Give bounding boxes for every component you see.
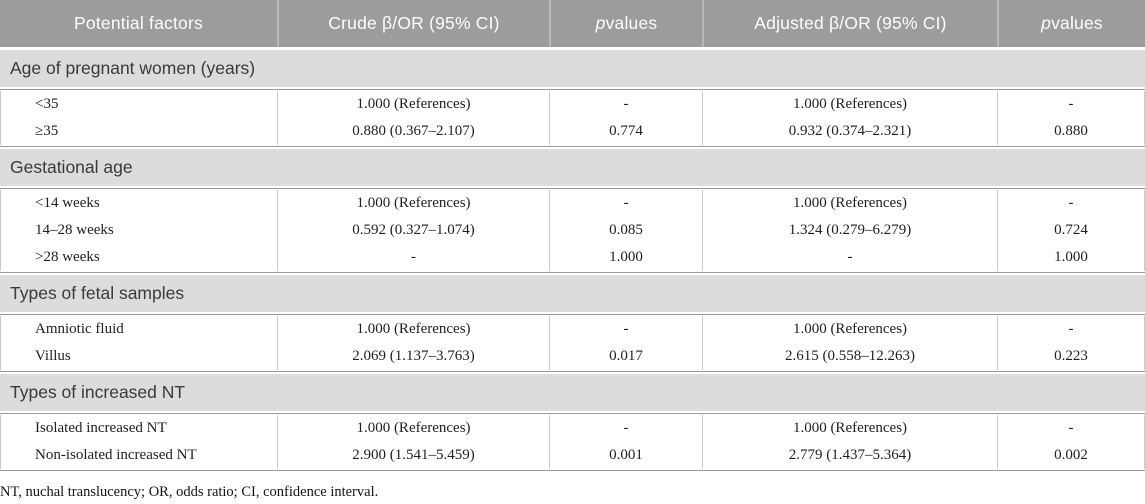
- table-footnote: NT, nuchal translucency; OR, odds ratio;…: [0, 484, 379, 500]
- header-p-values-crude: p values: [549, 0, 702, 47]
- crude-cell: 1.000 (References): [277, 415, 549, 442]
- section-gestational-age: Gestational age: [0, 149, 1145, 186]
- factor-cell: Amniotic fluid: [0, 316, 277, 343]
- table-row: <14 weeks 1.000 (References) - 1.000 (Re…: [0, 190, 1145, 217]
- p-crude-cell: -: [549, 91, 702, 118]
- p-crude-cell: -: [549, 316, 702, 343]
- table-row: 14–28 weeks 0.592 (0.327–1.074) 0.085 1.…: [0, 217, 1145, 244]
- p-italic: p: [595, 13, 606, 33]
- p-adjusted-cell: -: [997, 91, 1145, 118]
- p-crude-cell: -: [549, 415, 702, 442]
- p-adjusted-cell: -: [997, 415, 1145, 442]
- p-crude-cell: 0.085: [549, 217, 702, 244]
- p-adjusted-cell: -: [997, 190, 1145, 217]
- factor-cell: <35: [0, 91, 277, 118]
- adjusted-cell: 2.779 (1.437–5.364): [702, 442, 997, 469]
- section-age-of-pregnant-women: Age of pregnant women (years): [0, 50, 1145, 87]
- table-row: ≥35 0.880 (0.367–2.107) 0.774 0.932 (0.3…: [0, 118, 1145, 145]
- table-row: >28 weeks - 1.000 - 1.000: [0, 244, 1145, 271]
- p-adjusted-cell: 0.002: [997, 442, 1145, 469]
- p-crude-cell: 0.017: [549, 343, 702, 370]
- section-types-of-increased-nt: Types of increased NT: [0, 374, 1145, 411]
- table-row: Villus 2.069 (1.137–3.763) 0.017 2.615 (…: [0, 343, 1145, 370]
- table-row: <35 1.000 (References) - 1.000 (Referenc…: [0, 91, 1145, 118]
- adjusted-cell: 1.000 (References): [702, 415, 997, 442]
- crude-cell: -: [277, 244, 549, 271]
- p-rest: values: [605, 13, 658, 33]
- p-crude-cell: 0.001: [549, 442, 702, 469]
- adjusted-cell: -: [702, 244, 997, 271]
- table-row: Amniotic fluid 1.000 (References) - 1.00…: [0, 316, 1145, 343]
- section-types-of-fetal-samples: Types of fetal samples: [0, 275, 1145, 312]
- table-row: Non-isolated increased NT 2.900 (1.541–5…: [0, 442, 1145, 469]
- table-row: Isolated increased NT 1.000 (References)…: [0, 415, 1145, 442]
- p-adjusted-cell: 1.000: [997, 244, 1145, 271]
- adjusted-cell: 1.000 (References): [702, 316, 997, 343]
- adjusted-cell: 2.615 (0.558–12.263): [702, 343, 997, 370]
- factor-cell: ≥35: [0, 118, 277, 145]
- adjusted-cell: 0.932 (0.374–2.321): [702, 118, 997, 145]
- header-potential-factors: Potential factors: [74, 13, 203, 33]
- factor-cell: <14 weeks: [0, 190, 277, 217]
- crude-cell: 1.000 (References): [277, 190, 549, 217]
- p-adjusted-cell: 0.880: [997, 118, 1145, 145]
- p-adjusted-cell: 0.724: [997, 217, 1145, 244]
- factor-cell: Isolated increased NT: [0, 415, 277, 442]
- p-adjusted-cell: -: [997, 316, 1145, 343]
- crude-cell: 1.000 (References): [277, 91, 549, 118]
- p-crude-cell: -: [549, 190, 702, 217]
- adjusted-cell: 1.000 (References): [702, 190, 997, 217]
- crude-cell: 0.880 (0.367–2.107): [277, 118, 549, 145]
- adjusted-cell: 1.000 (References): [702, 91, 997, 118]
- p-crude-cell: 0.774: [549, 118, 702, 145]
- header-divider-gap: [0, 47, 1145, 50]
- data-block-age: <35 1.000 (References) - 1.000 (Referenc…: [0, 89, 1145, 147]
- p-adjusted-cell: 0.223: [997, 343, 1145, 370]
- crude-cell: 2.900 (1.541–5.459): [277, 442, 549, 469]
- header-adjusted-or: Adjusted β/OR (95% CI): [702, 0, 997, 47]
- factor-cell: >28 weeks: [0, 244, 277, 271]
- data-block-gestational-age: <14 weeks 1.000 (References) - 1.000 (Re…: [0, 188, 1145, 273]
- crude-cell: 2.069 (1.137–3.763): [277, 343, 549, 370]
- data-block-fetal-samples: Amniotic fluid 1.000 (References) - 1.00…: [0, 314, 1145, 372]
- factor-cell: Non-isolated increased NT: [0, 442, 277, 469]
- p-italic: p: [1041, 13, 1052, 33]
- factor-cell: Villus: [0, 343, 277, 370]
- data-block-increased-nt: Isolated increased NT 1.000 (References)…: [0, 413, 1145, 471]
- p-crude-cell: 1.000: [549, 244, 702, 271]
- crude-cell: 1.000 (References): [277, 316, 549, 343]
- crude-cell: 0.592 (0.327–1.074): [277, 217, 549, 244]
- p-rest: values: [1051, 13, 1103, 33]
- header-crude-or: Crude β/OR (95% CI): [277, 0, 549, 47]
- table-header-row: Potential factors Crude β/OR (95% CI) p …: [0, 0, 1145, 47]
- header-p-values-adjusted: p values: [997, 0, 1145, 47]
- adjusted-cell: 1.324 (0.279–6.279): [702, 217, 997, 244]
- factor-cell: 14–28 weeks: [0, 217, 277, 244]
